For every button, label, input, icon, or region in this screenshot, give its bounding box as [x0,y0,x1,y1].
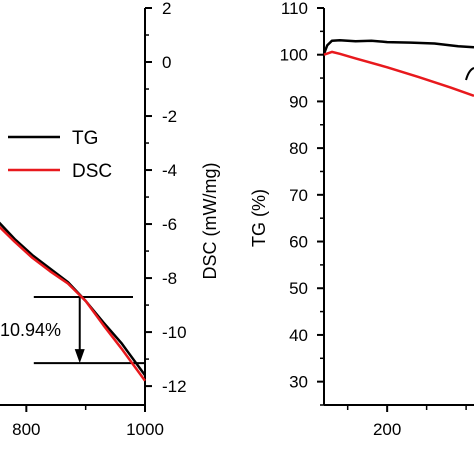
left-panel-series [0,221,147,382]
mass-loss-annotation: 10.94% [0,295,145,365]
tg-tick-label: 110 [281,0,308,18]
left-panel: 2 0 -2 -4 -6 -8 -10 -12 800 1000 DSC (mW/mg) 10.… [0,0,220,439]
right-panel-x-ticks: 200 [346,405,467,439]
dsc-axis-title: DSC (mW/mg) [200,163,220,280]
tg-axis-title: TG (%) [249,189,269,247]
right-x-tick-label: 200 [373,420,401,439]
right-series-line-red [323,50,474,97]
tg-tick-label: 80 [289,139,308,158]
right-panel-y-ticks: 110 100 90 80 70 60 50 40 30 [280,0,324,406]
dsc-tick-label: -4 [162,161,177,180]
right-panel: 110 100 90 80 70 60 50 40 30 200 TG (%) [249,0,474,439]
dsc-tick-label: -2 [162,107,177,126]
tg-tick-label: 60 [289,233,308,252]
dsc-tick-label: 0 [162,53,171,72]
left-panel-y-ticks: 2 0 -2 -4 -6 -8 -10 -12 [145,0,187,396]
right-panel-series [322,38,474,97]
legend-label-dsc: DSC [72,161,112,182]
mass-loss-label: 10.94% [0,320,61,340]
legend-label-tg: TG [72,128,98,149]
dsc-tick-label: -10 [162,323,187,342]
arrow-head [74,349,85,364]
tg-tick-label: 90 [289,92,308,111]
left-x-tick-label: 800 [12,420,40,439]
dsc-tick-label: -6 [162,215,177,234]
right-series-line-black [322,38,474,55]
dsc-tick-label: 2 [162,0,171,18]
legend: TG DSC [8,128,112,182]
left-x-tick-label: 1000 [126,420,164,439]
tg-tick-label: 100 [280,46,308,65]
right-panel-cropped-curve-fragment [465,67,474,81]
left-panel-x-ticks: 800 1000 [12,405,164,439]
tg-tick-label: 50 [289,279,308,298]
dsc-tick-label: -12 [162,377,187,396]
dsc-tick-label: -8 [162,269,177,288]
series-line-tg [0,221,147,377]
tg-tick-label: 40 [289,326,308,345]
tg-tick-label: 30 [289,373,308,392]
tg-tick-label: 70 [289,186,308,205]
series-line-dsc [0,225,147,382]
